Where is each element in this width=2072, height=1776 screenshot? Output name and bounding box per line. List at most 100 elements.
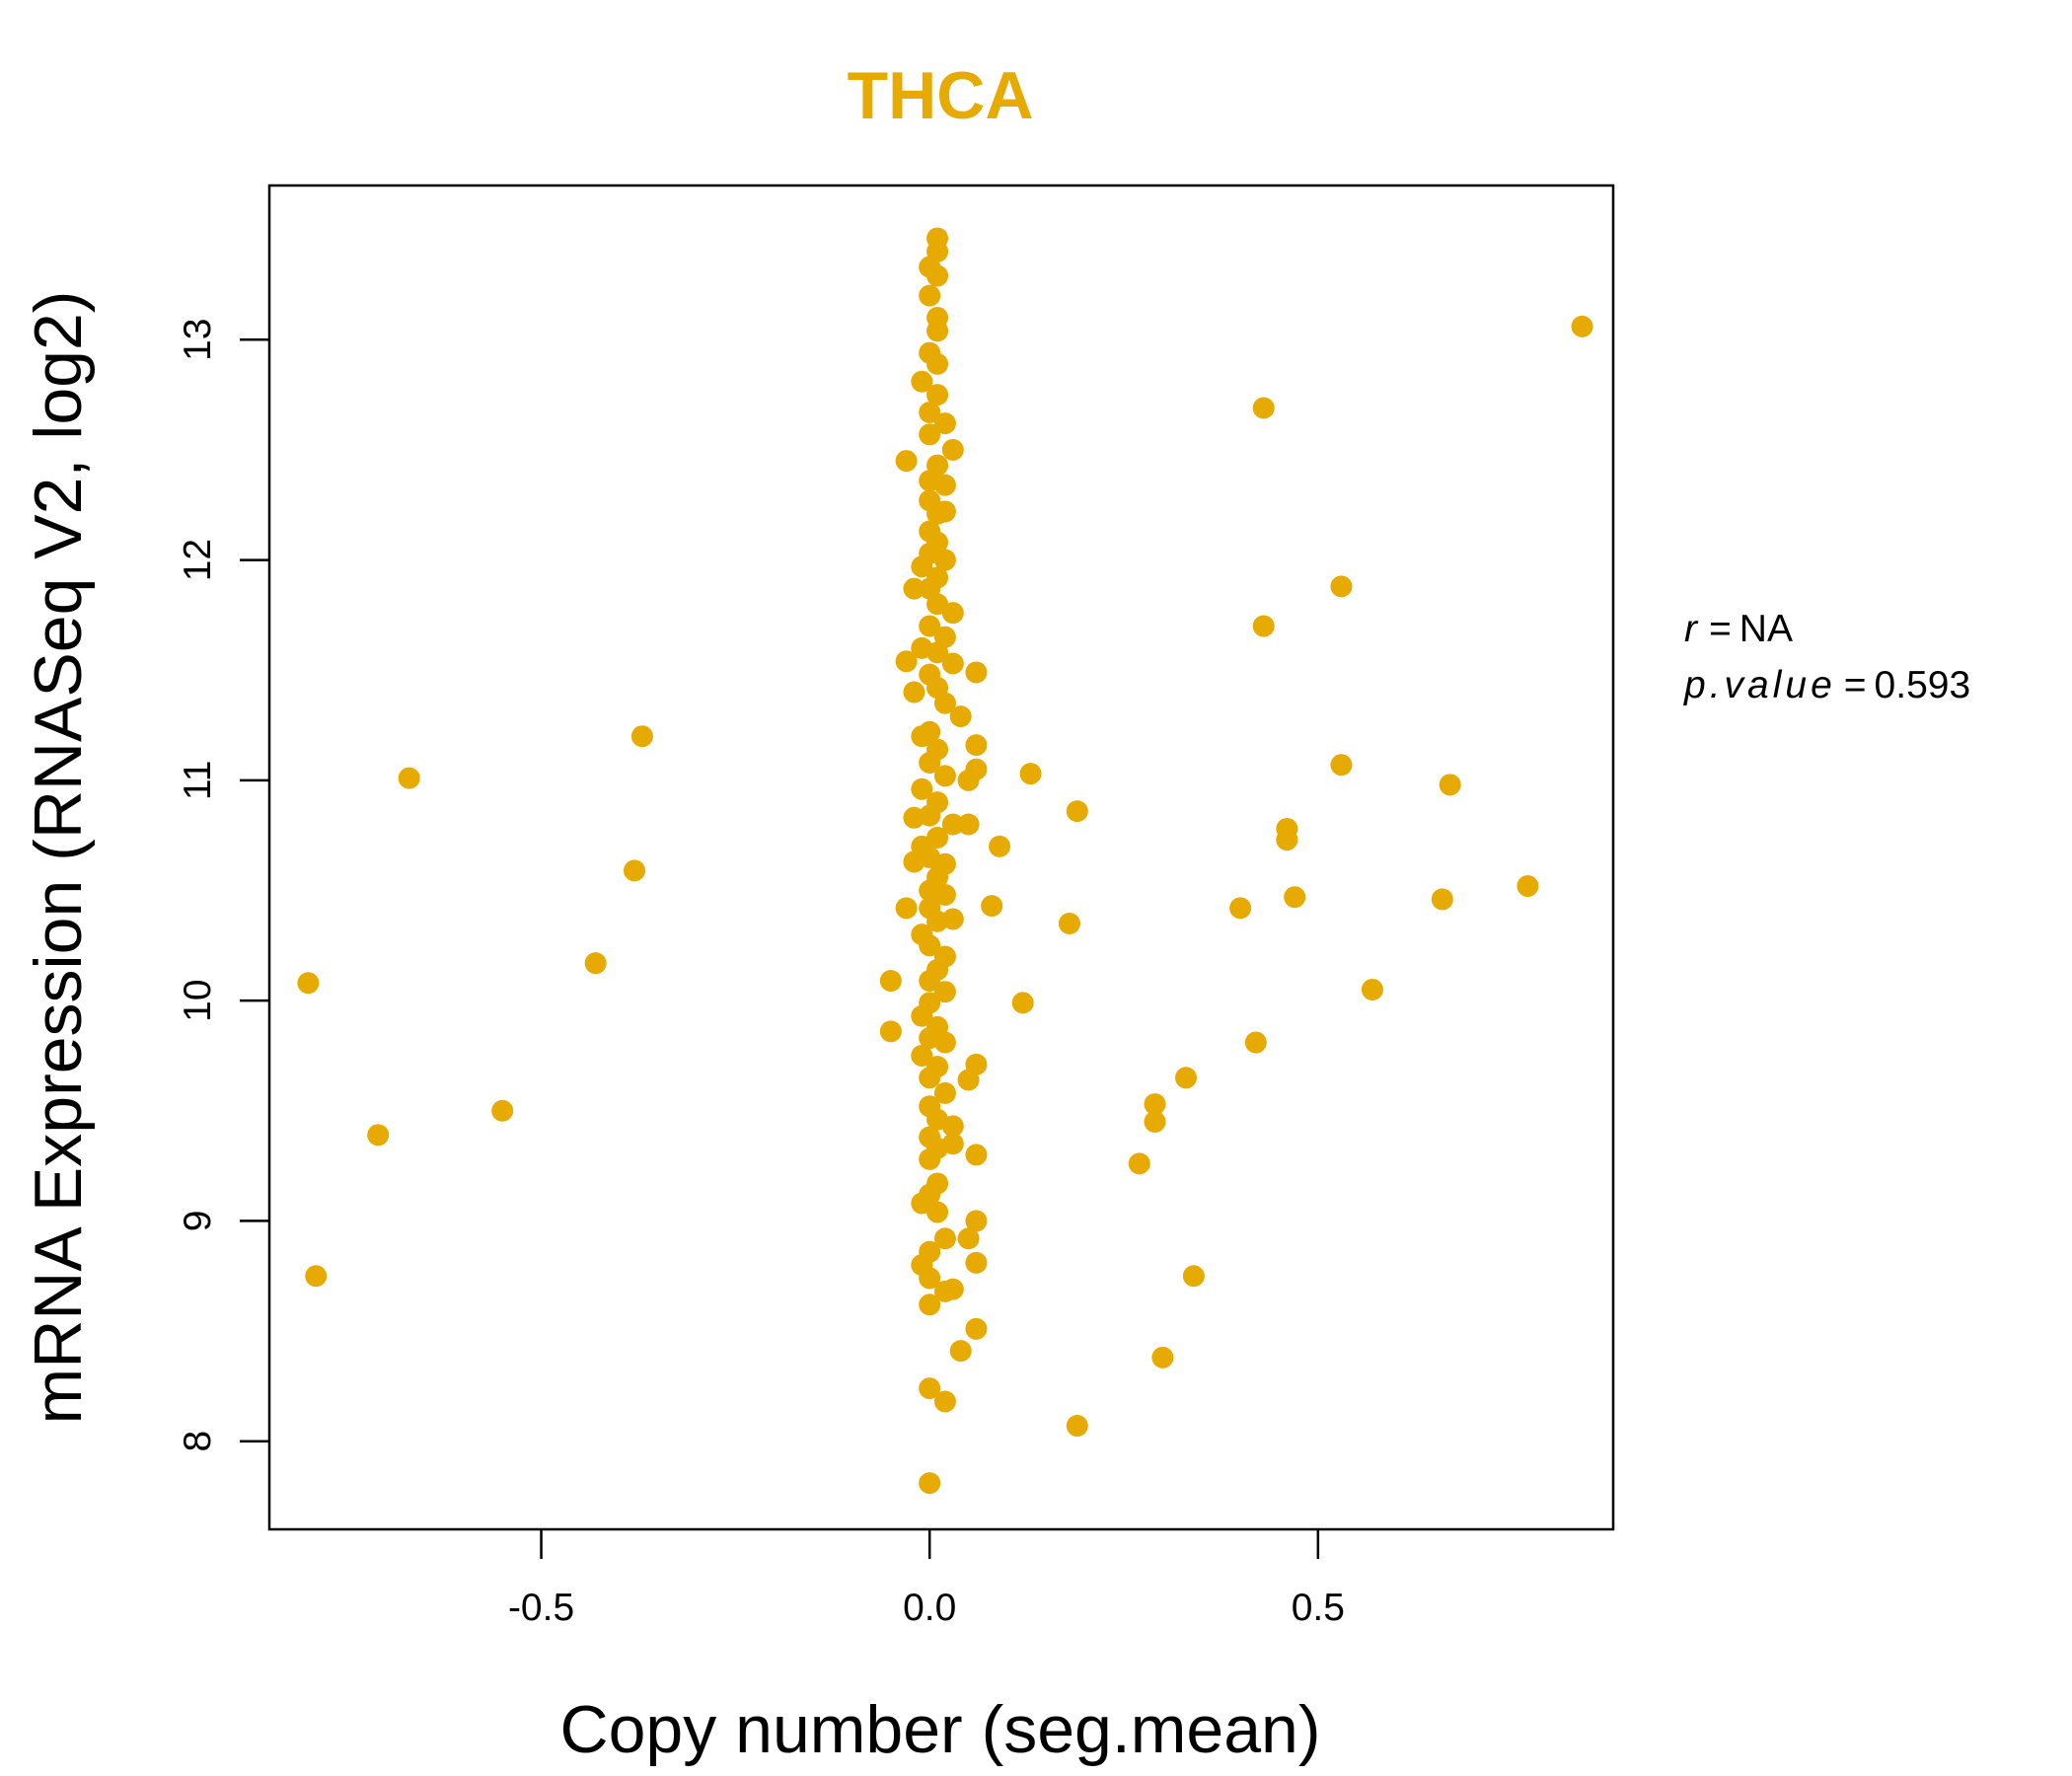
r-stat: r = NA [1684,608,1793,650]
data-point [981,895,1003,918]
data-point [965,1251,988,1274]
data-point [941,813,964,836]
y-tick-label: 10 [177,979,219,1021]
data-point [911,555,933,578]
x-tick-label: 0.5 [1292,1587,1345,1629]
y-tick-label: 11 [177,761,219,801]
data-point [965,661,988,684]
data-point [1361,978,1383,1000]
data-point [911,1044,933,1067]
data-point [919,1067,941,1089]
data-point [941,1278,964,1300]
data-point [933,549,956,571]
x-axis-title: Copy number (seg.mean) [559,1692,1320,1767]
y-tick-label: 8 [177,1431,219,1452]
data-point [491,1099,514,1122]
data-point [965,734,988,757]
data-point [989,835,1011,857]
data-point [949,1340,972,1363]
data-point [297,972,320,995]
data-point [911,777,933,800]
data-point [895,450,918,473]
data-point [919,1147,941,1170]
data-point [919,1377,941,1400]
data-point [1066,1415,1088,1438]
data-point [933,412,956,435]
data-point [941,652,964,675]
data-point [911,370,933,393]
data-point [1182,1265,1205,1288]
data-point [965,1210,988,1232]
y-axis-title: mRNA Expression (RNASeq V2, log2) [21,291,96,1425]
data-point [957,1069,980,1091]
data-point [933,1031,956,1054]
data-point [919,401,941,423]
data-point [957,769,980,791]
plot-frame [267,184,1615,1531]
data-point [911,1004,933,1027]
x-tick-label: -0.5 [508,1587,574,1629]
data-point [1252,615,1275,637]
y-tick-label: 9 [177,1211,219,1232]
data-point [903,577,925,600]
data-point [926,264,949,287]
r-value: NA [1739,608,1793,650]
data-point [933,692,956,714]
data-point [911,725,933,748]
data-point [926,352,949,375]
data-point [926,320,949,342]
data-point [933,883,956,906]
data-point [1244,1031,1267,1054]
data-point [879,1020,902,1043]
data-point [941,1133,964,1155]
data-point [919,934,941,957]
r-label: r [1684,608,1699,650]
x-axis: -0.5 0.0 0.5 [508,1529,1345,1629]
data-point [1066,800,1088,823]
data-point [919,615,941,637]
p-eq: = [1844,664,1867,706]
data-point [1330,575,1353,598]
data-point [919,1267,941,1290]
data-point [919,1472,941,1495]
data-point [1284,886,1306,909]
y-tick-label: 12 [177,539,219,581]
data-point [1276,829,1298,851]
data-point [903,806,925,829]
data-point [1019,763,1042,785]
p-label: p.value [1683,664,1836,706]
data-point [957,813,980,836]
p-value: 0.593 [1875,664,1971,706]
data-point [1252,397,1275,419]
y-axis: 8 9 10 11 12 13 [177,319,269,1452]
data-point [895,650,918,673]
chart-title: THCA [848,58,1034,133]
data-point [933,1227,956,1250]
data-point [941,438,964,461]
data-point [933,474,956,496]
data-point [1229,897,1252,920]
data-point [933,765,956,787]
data-point [941,602,964,625]
data-point [1151,1346,1174,1369]
data-point [903,851,925,873]
r-eq: = [1709,608,1732,650]
data-point [965,1317,988,1340]
data-point [933,500,956,523]
data-point [584,952,607,975]
data-point [933,1081,956,1104]
data-point [919,751,941,774]
data-point [1571,315,1593,337]
data-point [926,641,949,664]
data-point [1128,1152,1150,1175]
data-point [926,384,949,407]
data-point [1144,1093,1166,1116]
data-point [305,1265,328,1288]
data-point [367,1124,390,1147]
data-point [933,981,956,1003]
data-point [949,705,972,728]
data-point [879,970,902,993]
data-point [624,859,646,882]
stat-annotation: r = NA p.value = 0.593 [1683,608,1970,706]
